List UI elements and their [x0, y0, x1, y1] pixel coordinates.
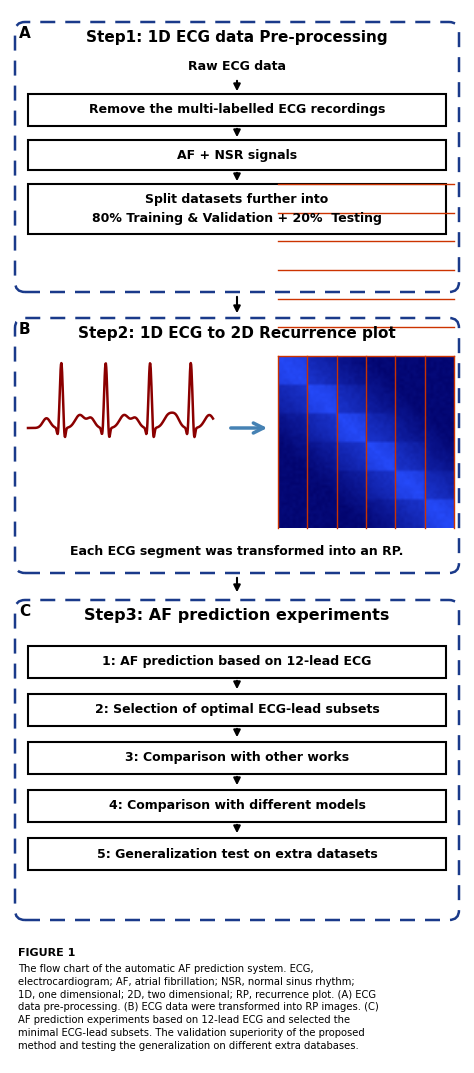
Text: Step2: 1D ECG to 2D Recurrence plot: Step2: 1D ECG to 2D Recurrence plot	[78, 326, 396, 341]
Text: The flow chart of the automatic AF prediction system. ECG,
electrocardiogram; AF: The flow chart of the automatic AF predi…	[18, 964, 379, 1050]
Text: 3: Comparison with other works: 3: Comparison with other works	[125, 751, 349, 764]
FancyBboxPatch shape	[28, 743, 446, 774]
Text: C: C	[19, 604, 30, 619]
FancyBboxPatch shape	[28, 139, 446, 170]
FancyBboxPatch shape	[28, 838, 446, 870]
Text: Split datasets further into
80% Training & Validation + 20%  Testing: Split datasets further into 80% Training…	[92, 193, 382, 225]
FancyBboxPatch shape	[28, 694, 446, 726]
Text: Remove the multi-labelled ECG recordings: Remove the multi-labelled ECG recordings	[89, 103, 385, 117]
Text: A: A	[19, 26, 31, 41]
Text: 4: Comparison with different models: 4: Comparison with different models	[109, 799, 365, 812]
Text: FIGURE 1: FIGURE 1	[18, 949, 75, 958]
Text: 1: AF prediction based on 12-lead ECG: 1: AF prediction based on 12-lead ECG	[102, 656, 372, 668]
FancyBboxPatch shape	[28, 646, 446, 678]
Text: AF + NSR signals: AF + NSR signals	[177, 148, 297, 162]
FancyBboxPatch shape	[15, 318, 459, 573]
Text: B: B	[19, 322, 31, 337]
FancyBboxPatch shape	[15, 23, 459, 292]
Text: 5: Generalization test on extra datasets: 5: Generalization test on extra datasets	[97, 848, 377, 861]
FancyBboxPatch shape	[15, 600, 459, 920]
Text: 2: Selection of optimal ECG-lead subsets: 2: Selection of optimal ECG-lead subsets	[95, 704, 379, 717]
Text: Step1: 1D ECG data Pre-processing: Step1: 1D ECG data Pre-processing	[86, 30, 388, 45]
FancyBboxPatch shape	[28, 790, 446, 822]
Text: Raw ECG data: Raw ECG data	[188, 60, 286, 73]
FancyBboxPatch shape	[28, 183, 446, 234]
FancyBboxPatch shape	[28, 94, 446, 126]
Text: Step3: AF prediction experiments: Step3: AF prediction experiments	[84, 608, 390, 623]
Text: Each ECG segment was transformed into an RP.: Each ECG segment was transformed into an…	[70, 545, 404, 558]
